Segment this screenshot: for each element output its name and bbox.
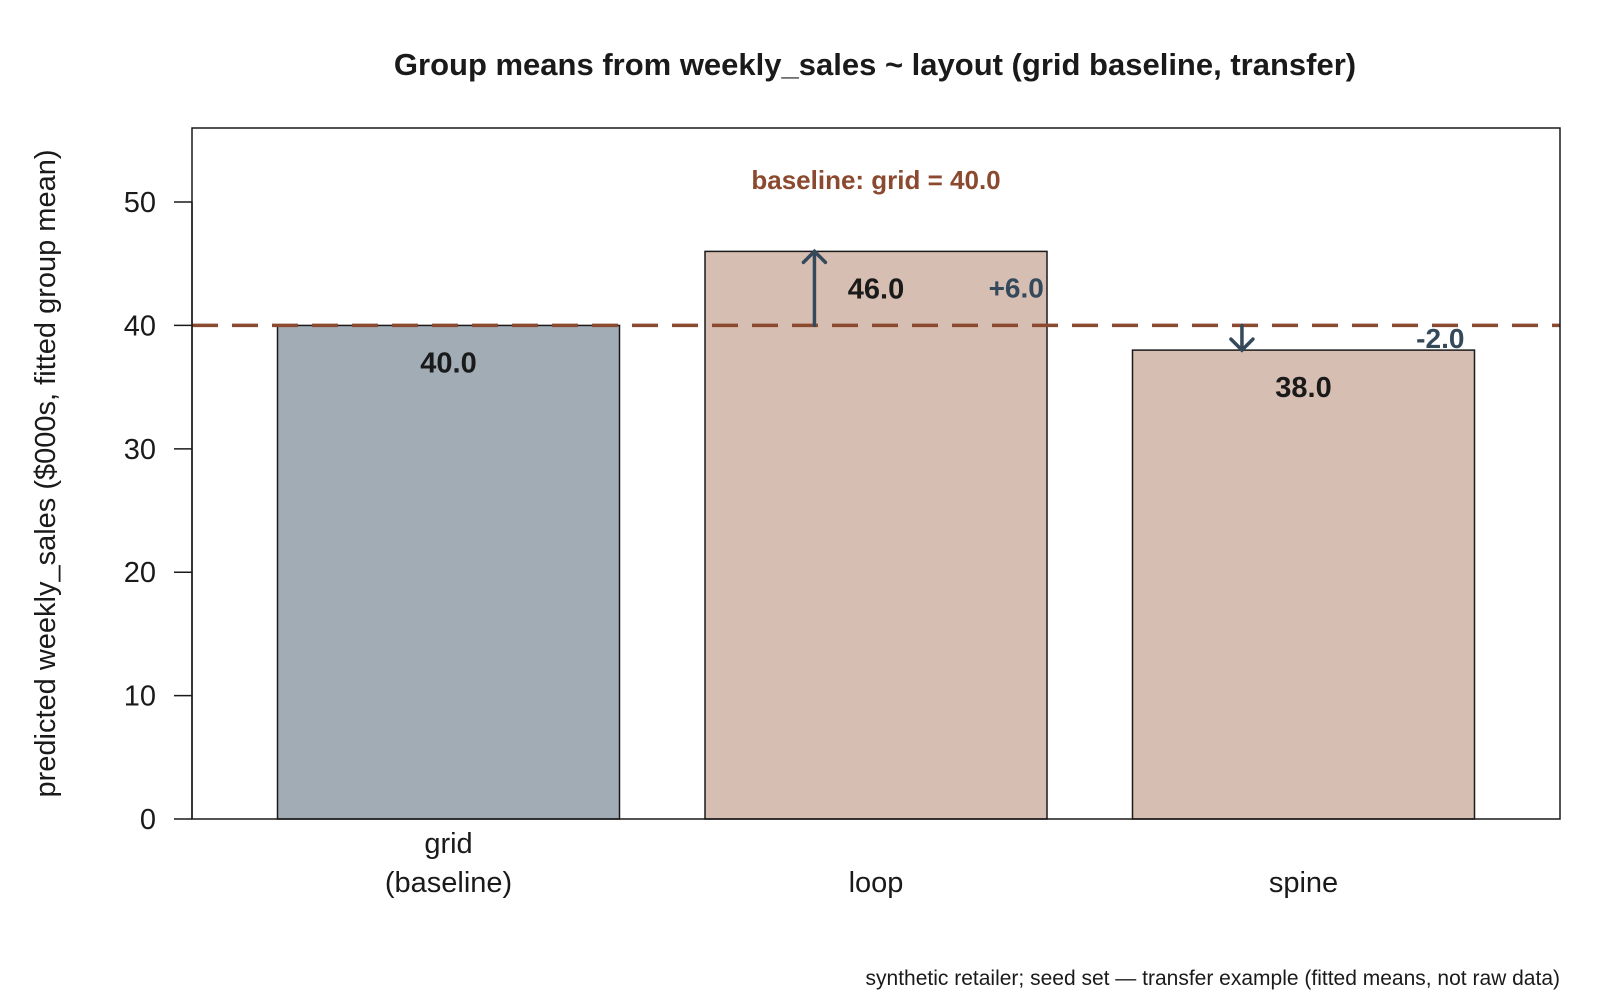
annotations-layer: 40.0 46.0 +6.0 38.0 -2.0 — [420, 248, 1464, 404]
chart-title: Group means from weekly_sales ~ layout (… — [394, 47, 1356, 82]
value-label-1: 46.0 — [848, 273, 904, 305]
x-category-label-1: loop — [849, 867, 904, 899]
bar-1 — [704, 250, 1048, 820]
x-categories: grid (baseline) loop spine — [385, 828, 1338, 899]
bar-2 — [1131, 349, 1476, 820]
y-tick-label-1: 10 — [124, 681, 156, 713]
y-axis-label: predicted weekly_sales ($000s, fitted gr… — [30, 149, 62, 797]
x-category-sublabel-0: (baseline) — [385, 867, 512, 899]
y-tick-label-0: 0 — [140, 804, 156, 836]
diff-arrow-head-1 — [801, 248, 828, 265]
y-tick-label-5: 50 — [124, 187, 156, 219]
y-tick-label-2: 20 — [124, 557, 156, 589]
bars-layer — [276, 250, 1476, 820]
diff-arrow-1 — [801, 248, 828, 328]
x-category-label-2: spine — [1269, 867, 1338, 899]
diff-arrow-head-2 — [1229, 337, 1255, 353]
x-category-label-0: grid — [424, 828, 472, 860]
value-label-2: 38.0 — [1275, 372, 1331, 404]
diff-label-1: +6.0 — [989, 272, 1044, 303]
bar-0 — [276, 324, 621, 820]
footnote: synthetic retailer; seed set — transfer … — [866, 967, 1560, 990]
y-ticks: 0 10 20 30 40 50 — [124, 187, 192, 836]
y-tick-label-4: 40 — [124, 310, 156, 342]
y-tick-label-3: 30 — [124, 434, 156, 466]
baseline-annotation: baseline: grid = 40.0 — [751, 165, 1000, 195]
diff-arrow-2 — [1229, 323, 1255, 353]
value-label-0: 40.0 — [420, 347, 476, 379]
diff-label-2: -2.0 — [1416, 323, 1464, 354]
